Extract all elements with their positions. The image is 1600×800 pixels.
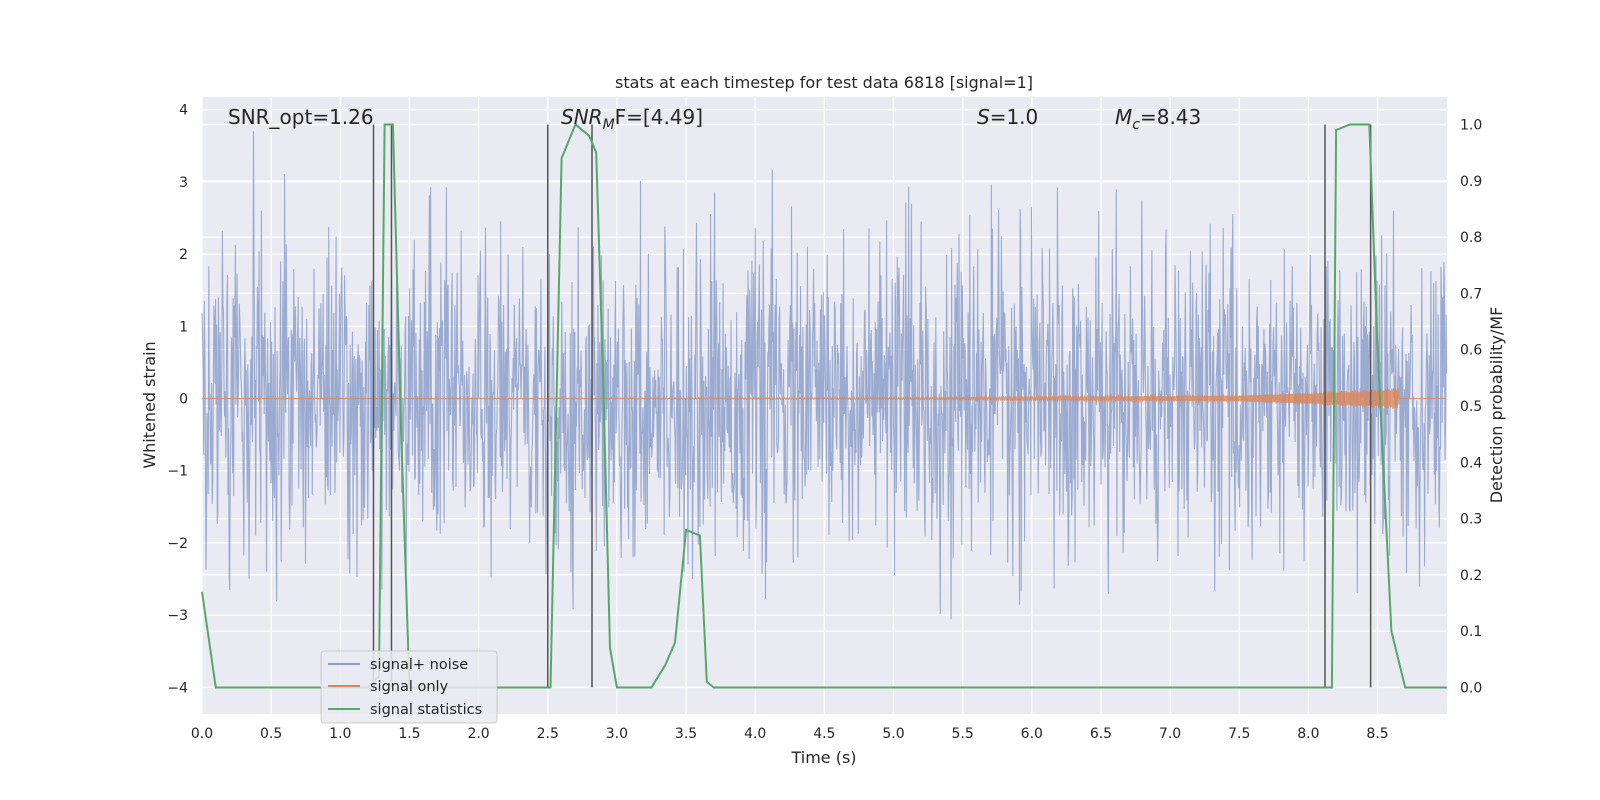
signal-trace [202, 387, 1447, 409]
statistics-trace [201, 122, 1447, 689]
snr-mf-suffix: F=[4.49] [615, 105, 703, 129]
s-value: =1.0 [990, 105, 1039, 129]
y-right-tick-label: 0.6 [1460, 343, 1482, 359]
mc-sub: c [1132, 117, 1140, 133]
annotation-s: S=1.0 [977, 105, 1038, 129]
y-right-tick-label: 0.8 [1460, 230, 1482, 246]
legend: signal+ noise signal only signal statist… [320, 650, 498, 724]
s-symbol: S [977, 105, 990, 129]
y-tick-label: −2 [167, 536, 188, 552]
y-tick-label: −1 [167, 464, 188, 480]
x-tick-label: 5.5 [952, 726, 974, 742]
legend-box [320, 650, 498, 724]
y-tick-label: 4 [179, 103, 188, 119]
x-tick-label: 0.5 [260, 726, 282, 742]
x-tick-label: 7.0 [1159, 726, 1181, 742]
annotation-snr-opt: SNR_opt=1.26 [228, 105, 374, 129]
y-axis-right-label: Detection probability/MF [1487, 307, 1506, 504]
y-tick-label: 3 [179, 175, 188, 191]
y-tick-label: −3 [167, 608, 188, 624]
y-tick-label: 1 [179, 319, 188, 335]
y-right-tick-label: 1.0 [1460, 118, 1482, 134]
x-tick-label: 6.0 [1021, 726, 1043, 742]
x-axis-label: Time (s) [790, 748, 856, 767]
annotation-mc: Mc=8.43 [1115, 105, 1201, 133]
x-tick-label: 0.0 [191, 726, 213, 742]
y-right-tick-label: 0.1 [1460, 624, 1482, 640]
mc-symbol: M [1115, 105, 1132, 129]
legend-label-statistics: signal statistics [370, 702, 482, 718]
y-right-tick-label: 0.7 [1460, 286, 1482, 302]
x-tick-label: 8.0 [1297, 726, 1319, 742]
x-tick-label: 1.5 [398, 726, 420, 742]
y-right-tick-label: 0.9 [1460, 174, 1482, 190]
mc-value: =8.43 [1140, 105, 1201, 129]
snr-mf-sub: M [603, 117, 615, 133]
chart-title: stats at each timestep for test data 681… [615, 73, 1033, 92]
y-tick-label: 0 [179, 392, 188, 408]
signal-plus-noise-series [201, 131, 1448, 620]
signal-statistics-series [201, 122, 1447, 689]
y-right-tick-label: 0.0 [1460, 681, 1482, 697]
x-tick-label: 8.5 [1366, 726, 1388, 742]
vertical-markers [372, 124, 1372, 688]
x-tick-label: 6.5 [1090, 726, 1112, 742]
x-tick-label: 4.5 [813, 726, 835, 742]
x-tick-label: 3.0 [606, 726, 628, 742]
legend-label-signal: signal only [370, 679, 449, 695]
y-right-tick-label: 0.5 [1460, 399, 1482, 415]
y-right-tick-label: 0.2 [1460, 568, 1482, 584]
noise-trace [201, 131, 1448, 620]
y-right-tick-label: 0.4 [1460, 455, 1482, 471]
x-tick-label: 7.5 [1228, 726, 1250, 742]
y-tick-label: 2 [179, 247, 188, 263]
snr-mf-prefix: SNR [561, 105, 603, 129]
x-tick-label: 2.0 [467, 726, 489, 742]
signal-only-series [202, 387, 1447, 409]
x-tick-label: 4.0 [744, 726, 766, 742]
x-tick-label: 1.0 [329, 726, 351, 742]
x-tick-label: 5.0 [882, 726, 904, 742]
y-right-tick-label: 0.3 [1460, 512, 1482, 528]
x-tick-label: 2.5 [537, 726, 559, 742]
legend-label-noise: signal+ noise [370, 657, 468, 673]
y-axis-label: Whitened strain [140, 341, 159, 468]
annotation-snr-mf: SNRMF=[4.49] [561, 105, 703, 133]
x-tick-label: 3.5 [675, 726, 697, 742]
y-tick-label: −4 [167, 680, 188, 696]
